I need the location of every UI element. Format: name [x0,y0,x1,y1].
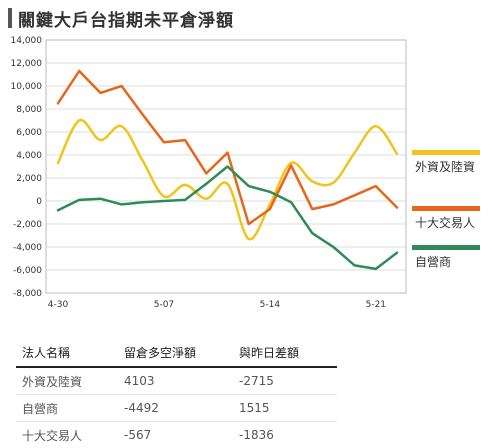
legend-label: 十大交易人 [412,214,480,231]
series-layer [58,71,397,269]
y-tick-label: 6,000 [16,128,42,138]
y-tick-label: -8,000 [13,289,42,299]
legend-label: 自營商 [412,253,480,270]
cell-daily-change: -1836 [233,422,337,448]
header-institution: 法人名稱 [16,338,118,367]
y-tick-label: 12,000 [11,59,43,69]
legend-swatch [412,206,480,211]
legend-item-foreign: 外資及陸資 [412,150,480,175]
series-line-foreign [58,120,397,239]
y-tick-label: 0 [36,197,42,207]
cell-institution: 自營商 [16,395,118,422]
y-tick-label: 10,000 [11,82,43,92]
legend-item-top10: 十大交易人 [412,206,480,231]
x-tick-label: 5-14 [260,300,281,310]
summary-table: 法人名稱 留倉多空淨額 與昨日差額 外資及陸資 4103 -2715 自營商 -… [16,338,337,448]
y-tick-label: -2,000 [13,220,42,230]
cell-institution: 外資及陸資 [16,367,118,395]
legend-label: 外資及陸資 [412,158,480,175]
legend-swatch [412,150,480,155]
y-tick-label: 4,000 [16,151,42,161]
cell-net-position: -4492 [118,395,233,422]
legend-swatch [412,245,480,250]
table-row: 外資及陸資 4103 -2715 [16,367,337,395]
series-line-dealer [58,167,397,269]
y-tick-label: -6,000 [13,266,42,276]
cell-daily-change: -2715 [233,367,337,395]
summary-header-row: 法人名稱 留倉多空淨額 與昨日差額 [16,338,337,367]
cell-net-position: -567 [118,422,233,448]
cell-daily-change: 1515 [233,395,337,422]
table-row: 自營商 -4492 1515 [16,395,337,422]
axis-layer: -8,000 -6,000 -4,000 -2,000 0 2,000 4,000 6,000… [11,36,387,310]
y-tick-label: 2,000 [16,174,42,184]
y-tick-label: -4,000 [13,243,42,253]
y-tick-label: 8,000 [16,105,42,115]
table-row: 十大交易人 -567 -1836 [16,422,337,448]
x-tick-label: 5-21 [366,300,386,310]
cell-institution: 十大交易人 [16,422,118,448]
legend-item-dealer: 自營商 [412,245,480,270]
header-daily-change: 與昨日差額 [233,338,337,367]
x-tick-label: 5-07 [154,300,174,310]
cell-net-position: 4103 [118,367,233,395]
header-net-position: 留倉多空淨額 [118,338,233,367]
y-tick-label: 14,000 [11,36,43,46]
x-tick-label: 4-30 [48,300,69,310]
